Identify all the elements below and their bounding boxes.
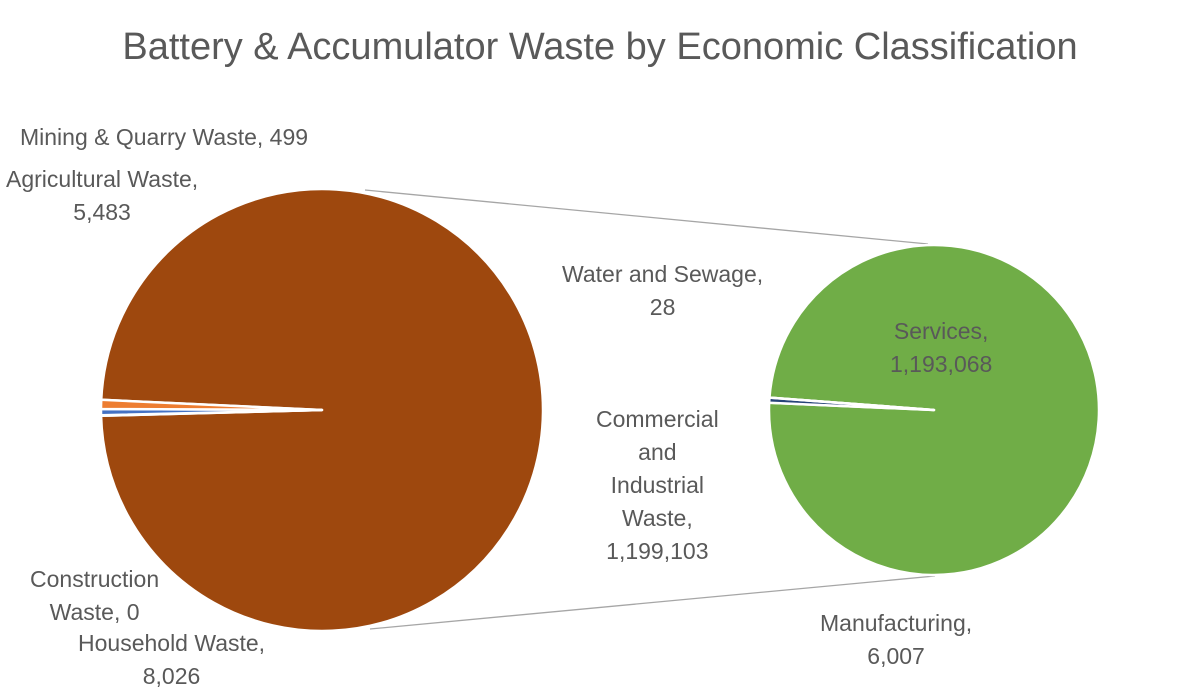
secondary-slice-water-and-sewage [768,396,936,412]
data-label-water: Water and Sewage, 28 [562,258,763,324]
label-text: 8,026 [142,663,201,689]
label-text: 1,193,068 [890,351,993,377]
label-text: Household Waste, [78,630,266,656]
connector-line-top [364,189,929,245]
data-label-mining: Mining & Quarry Waste, 499 [20,121,308,154]
label-text: Water and Sewage, [562,261,764,287]
label-text: Mining & Quarry Waste, 499 [20,124,309,150]
data-label-construction: Construction Waste, 0 [30,563,159,629]
label-text: Agricultural Waste, [6,166,199,192]
label-text: and [638,439,677,465]
label-text: Services, [893,318,989,344]
data-label-agricultural: Agricultural Waste, 5,483 [6,163,198,229]
data-label-services: Services, 1,193,068 [890,315,992,381]
label-text: Commercial [596,406,719,432]
label-text: 28 [649,294,676,320]
label-text: Manufacturing, [820,610,973,636]
label-text: Waste, 0 [49,599,140,625]
data-label-household: Household Waste, 8,026 [78,627,265,693]
data-label-manufacturing: Manufacturing, 6,007 [820,607,972,673]
label-text: 5,483 [73,199,131,225]
label-text: Industrial [610,472,704,498]
label-text: Construction [30,566,160,592]
primary-slice-household-waste [99,398,324,412]
label-text: 6,007 [867,643,925,669]
chart-title: Battery & Accumulator Waste by Economic … [122,26,1078,68]
data-label-commercial-industrial: Commercial and Industrial Waste, 1,199,103 [596,403,719,568]
label-text: 1,199,103 [606,538,709,564]
connector-line-bottom [369,575,936,630]
label-text: Waste, [621,505,693,531]
